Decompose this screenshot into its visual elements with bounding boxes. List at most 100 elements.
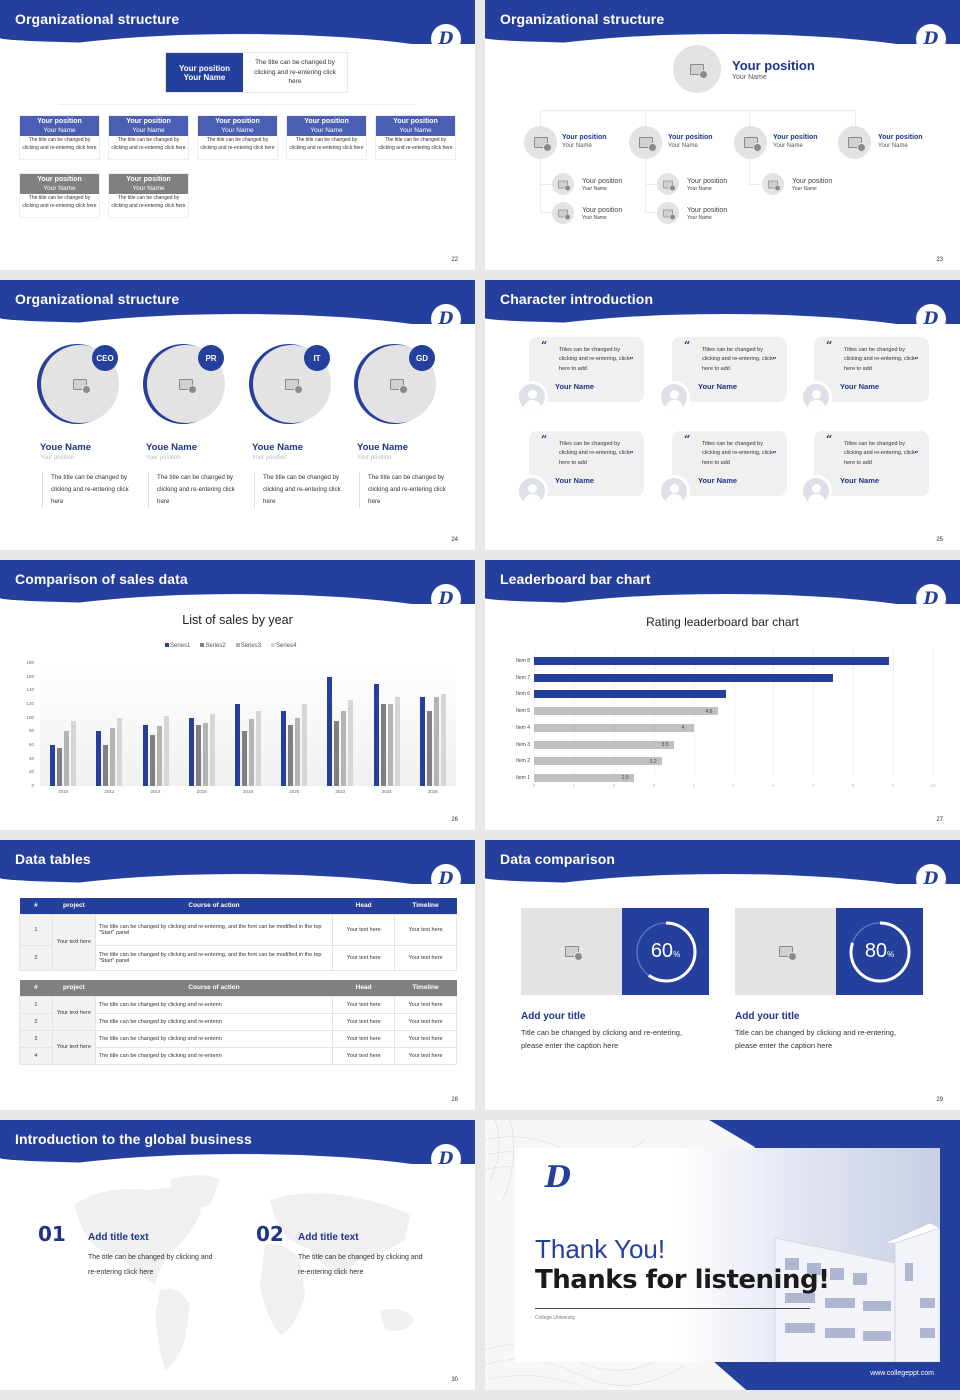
top-position: Your position [179,63,230,73]
avatar [800,475,832,507]
photo-placeholder[interactable] [521,908,622,995]
cell-timeline: Your text here [394,1046,457,1065]
photo-placeholder-small[interactable] [657,202,679,224]
x-tick-label: 2012 [104,789,115,794]
col-header: Course of action [188,984,240,992]
name: Your Name [687,215,712,221]
quote-open-icon: “ [684,433,691,446]
item-title: Add your title [521,1011,586,1022]
slide-23[interactable]: Organizational structure D Your position… [485,0,960,270]
slide-31-thank-you[interactable]: D Thank You! Thanks for listening! Colle… [485,1120,960,1390]
logo-glyph-icon: D [923,309,939,329]
image-placeholder-icon [663,209,676,220]
bar [64,731,70,786]
divider [535,1308,810,1309]
slide-28[interactable]: Data tables D # project Course of action… [0,840,475,1110]
bar [380,704,386,786]
quote-close-icon: ” [629,449,634,459]
chart-legend: Series1 Series2 Series3 Series4 [165,643,296,649]
image-placeholder-icon [73,378,91,394]
photo-placeholder-small[interactable] [657,173,679,195]
category-label: Item 2 [516,758,530,765]
connector-line [540,212,552,213]
page-number: 29 [936,1097,943,1103]
image-placeholder-icon [768,180,781,191]
photo-placeholder[interactable] [735,908,836,995]
thank-you-card: D Thank You! Thanks for listening! Colle… [515,1148,940,1362]
cell-head: Your text here [332,913,396,946]
slide-title: Organizational structure [15,291,180,307]
page-number: 26 [451,817,458,823]
photo-placeholder[interactable] [629,126,662,159]
bar [188,717,194,786]
slide-30[interactable]: Introduction to the global business D 01… [0,1120,475,1390]
slide-24[interactable]: Organizational structure D CEO Youe Name… [0,280,475,550]
photo-placeholder-small[interactable] [552,173,574,195]
card-desc: The title can be changed by clicking and… [111,137,186,151]
avatar [658,381,690,413]
member-position: Your position [146,455,181,461]
cell-timeline: Your text here [394,944,457,971]
gridline [773,648,775,776]
logo-glyph-icon: D [438,1149,454,1169]
col-header: Timeline [412,902,439,910]
connector-line [540,110,856,111]
bar [256,710,261,786]
connector-line [645,110,646,213]
y-tick-label: 20 [28,769,34,775]
slide-25[interactable]: Character introduction D “ Titles can be… [485,280,960,550]
photo-placeholder-small[interactable] [762,173,784,195]
card-name: Your Name [132,185,165,192]
university-logo: D [916,24,946,54]
top-name: Your Name [183,72,226,82]
logo-glyph-icon: D [923,869,939,889]
testimonial-card: “ Titles can be changed by clicking and … [814,337,929,402]
percent-number: 60 [650,940,674,962]
bar [433,697,439,786]
university-logo-large: D [545,1160,571,1195]
data-table-2: # project Course of action Head Timeline… [19,980,457,1065]
bar [534,673,834,682]
legend-item: Series2 [200,643,225,649]
cell-timeline: Your text here [394,1012,457,1031]
image-placeholder-icon [390,378,408,394]
bar [341,710,347,786]
x-tick-label: 0 [532,783,536,788]
connector-line [58,104,416,105]
photo-placeholder[interactable] [524,126,557,159]
slide-29[interactable]: Data comparison D 60% Add your title Tit… [485,840,960,1110]
slide-22[interactable]: Organizational structure D Your position… [0,0,475,270]
photo-placeholder[interactable] [734,126,767,159]
x-tick-label: 2 [612,783,616,788]
member-position: Your position [357,455,392,461]
photo-placeholder-small[interactable] [552,202,574,224]
slide-26[interactable]: Comparison of sales data D List of sales… [0,560,475,830]
member-card: IT Youe Name Your position The title can… [249,344,349,514]
bar [394,697,400,786]
item-title: Add your title [735,1011,800,1022]
category-label: Item 8 [516,658,530,664]
y-tick-label: 140 [26,687,34,693]
bar [195,724,201,786]
logo-glyph-icon: D [923,589,939,609]
quote-open-icon: “ [684,339,691,352]
slide-27[interactable]: Leaderboard bar chart D Rating leaderboa… [485,560,960,830]
x-tick-label: 4 [692,783,695,788]
x-tick-label: 2018 [242,789,253,794]
position: Your position [582,207,623,214]
logo-glyph-icon: D [438,309,454,329]
card-position: Your position [126,176,171,183]
bar [242,731,247,786]
cell-timeline: Your text here [394,913,457,946]
bar [156,725,162,786]
bar [334,721,340,786]
name: Your Name [878,143,908,149]
testimonial-card: “ Titles can be changed by clicking and … [529,431,644,496]
website-url[interactable]: www.collegeppt.com [870,1370,934,1377]
testimonial-text: Titles can be changed by clicking and re… [844,441,915,466]
photo-placeholder[interactable] [838,126,871,159]
top-photo-placeholder[interactable] [673,45,721,93]
university-logo: D [916,304,946,334]
cell-num: 1 [19,995,53,1014]
